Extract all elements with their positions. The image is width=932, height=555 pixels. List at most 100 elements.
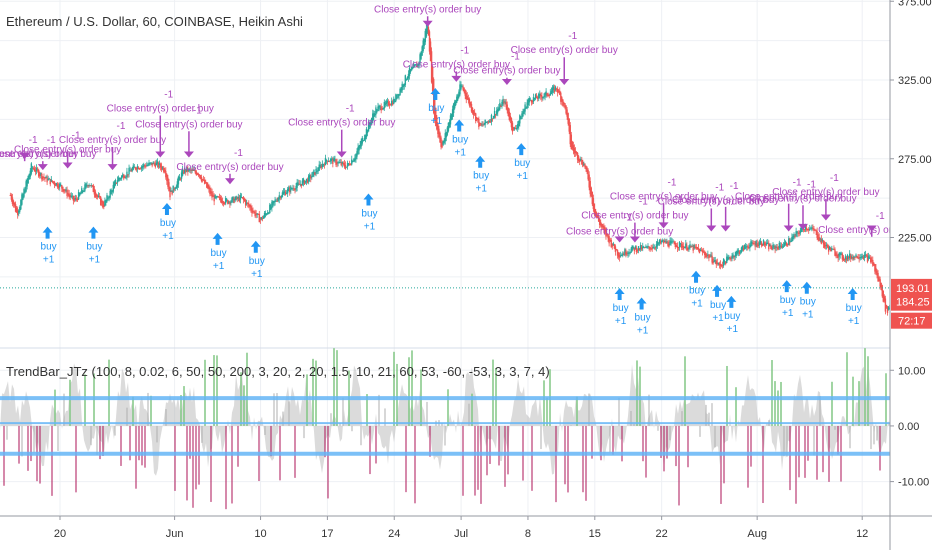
buy-qty-label: +1 <box>213 261 225 272</box>
indicator-bar <box>57 426 59 451</box>
candle-body <box>396 98 397 99</box>
close-arrow-icon[interactable] <box>784 226 794 232</box>
close-arrow-icon[interactable] <box>63 163 73 169</box>
candle-body <box>870 257 871 262</box>
buy-qty-label: +1 <box>43 255 55 266</box>
price-tick-label: 275.00 <box>898 154 932 166</box>
candle-body <box>329 161 330 162</box>
close-arrow-icon[interactable] <box>225 178 235 184</box>
indicator-bar <box>699 426 701 437</box>
time-tick-label: 12 <box>856 528 868 540</box>
indicator-bar <box>141 426 143 465</box>
indicator-bar <box>489 426 491 464</box>
indicator-bar <box>96 426 98 455</box>
buy-arrow-icon[interactable] <box>712 285 722 297</box>
indicator-bar <box>30 426 32 461</box>
close-arrow-icon[interactable] <box>721 226 731 232</box>
indicator-bar <box>237 426 239 467</box>
indicator-bar <box>51 426 53 496</box>
close-arrow-icon[interactable] <box>502 79 512 85</box>
buy-arrow-icon[interactable] <box>782 280 792 292</box>
candle-body <box>824 242 825 247</box>
indicator-bar <box>813 426 815 456</box>
buy-arrow-icon[interactable] <box>363 194 373 206</box>
buy-arrow-icon[interactable] <box>430 88 440 100</box>
buy-arrow-icon[interactable] <box>88 227 98 239</box>
candle-body <box>655 248 656 249</box>
buy-qty-label: +1 <box>691 299 703 310</box>
indicator-bar <box>819 396 821 426</box>
indicator-bar <box>612 426 614 455</box>
close-arrow-icon[interactable] <box>821 214 831 220</box>
time-tick-label: 20 <box>54 528 66 540</box>
indicator-bar <box>504 426 506 487</box>
close-arrow-icon[interactable] <box>108 164 118 170</box>
buy-arrow-icon[interactable] <box>516 143 526 155</box>
close-arrow-icon[interactable] <box>337 151 347 157</box>
buy-qty-label: +1 <box>615 316 627 327</box>
buy-qty-label: +1 <box>712 313 724 324</box>
close-entry-label: Close entry(s) order buy <box>772 187 879 198</box>
buy-arrow-icon[interactable] <box>691 271 701 283</box>
indicator-bar <box>645 426 647 478</box>
indicator-bar <box>120 426 122 466</box>
buy-arrow-icon[interactable] <box>43 227 53 239</box>
indicator-bar <box>3 426 5 486</box>
close-arrow-icon[interactable] <box>630 237 640 243</box>
time-tick-label: 24 <box>388 528 400 540</box>
indicator-bar <box>102 426 104 456</box>
buy-arrow-icon[interactable] <box>802 282 812 294</box>
close-arrow-icon[interactable] <box>38 164 48 170</box>
indicator-bar <box>498 426 500 465</box>
indicator-tick-label: 0.00 <box>898 421 919 433</box>
buy-qty-label: +1 <box>364 222 376 233</box>
close-arrow-icon[interactable] <box>155 151 165 157</box>
close-arrow-icon[interactable] <box>615 237 625 243</box>
buy-arrow-icon[interactable] <box>162 203 172 215</box>
close-arrow-icon[interactable] <box>559 79 569 85</box>
price-tick-label: 225.00 <box>898 233 932 245</box>
buy-arrow-icon[interactable] <box>251 241 261 253</box>
buy-qty-label: +1 <box>251 269 263 280</box>
close-entry-label: Close entry(s) order buy <box>14 144 121 155</box>
buy-label: buy <box>211 248 227 259</box>
close-arrow-icon[interactable] <box>184 151 194 157</box>
indicator-bar <box>849 426 851 448</box>
indicator-bar <box>405 426 407 492</box>
indicator-bar <box>795 426 797 504</box>
time-tick-label: 22 <box>656 528 668 540</box>
price-tick-label: 325.00 <box>898 75 932 87</box>
candle-body <box>174 189 175 190</box>
buy-arrow-icon[interactable] <box>213 233 223 245</box>
buy-label: buy <box>613 303 629 314</box>
buy-arrow-icon[interactable] <box>637 297 647 309</box>
indicator-bar <box>54 390 56 426</box>
indicator-bar <box>687 426 689 467</box>
candle-body <box>225 198 226 203</box>
candle-body <box>127 174 128 175</box>
close-entry-label: Close entry(s) order buy <box>566 226 673 237</box>
close-arrow-icon[interactable] <box>423 21 433 27</box>
close-qty-label: -1 <box>460 45 469 56</box>
buy-arrow-icon[interactable] <box>615 288 625 300</box>
indicator-bar <box>369 426 371 474</box>
buy-arrow-icon[interactable] <box>726 296 736 308</box>
indicator-bar <box>150 396 152 426</box>
close-qty-label: -1 <box>830 173 839 184</box>
indicator-bar <box>351 426 353 431</box>
indicator-bar <box>243 385 245 426</box>
buy-arrow-icon[interactable] <box>454 120 464 132</box>
candle-body <box>350 164 351 165</box>
price-tick-label: 375.00 <box>898 0 932 8</box>
indicator-bar <box>144 426 146 468</box>
candle-body <box>140 169 141 170</box>
buy-qty-label: +1 <box>727 324 739 335</box>
buy-arrow-icon[interactable] <box>475 156 485 168</box>
buy-arrow-icon[interactable] <box>848 288 858 300</box>
indicator-bar <box>342 398 344 426</box>
indicator-bar <box>540 426 542 449</box>
close-arrow-icon[interactable] <box>706 226 716 232</box>
indicator-bar <box>210 426 212 502</box>
close-entry-label: Close entry(s) order buy <box>59 135 166 146</box>
